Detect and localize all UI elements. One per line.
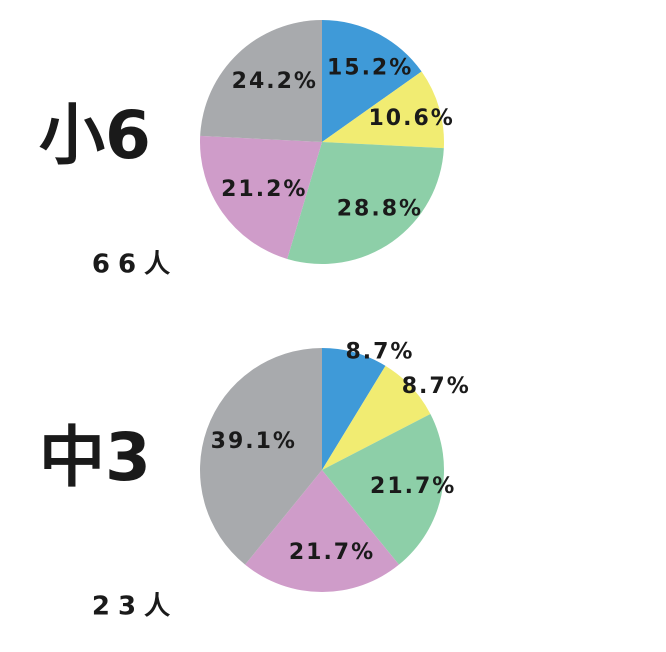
slice-label: 24.2% xyxy=(232,69,318,94)
slice-label: 39.1% xyxy=(211,429,297,454)
pie-slice xyxy=(200,20,322,142)
pie-slice xyxy=(199,135,322,259)
pie-slice xyxy=(322,71,444,149)
chart-subtitle: 66人 xyxy=(92,250,178,280)
pie-slice xyxy=(287,142,444,264)
pie-slice xyxy=(322,20,422,142)
chart-title: 小6 xyxy=(39,97,151,174)
chart-title: 中3 xyxy=(39,419,151,496)
slice-label: 21.7% xyxy=(370,474,456,499)
pie-slice xyxy=(322,414,444,565)
slice-label: 8.7% xyxy=(345,340,414,365)
chart-subtitle: 23人 xyxy=(92,592,178,622)
slice-label: 28.8% xyxy=(337,197,423,222)
slice-label: 10.6% xyxy=(369,106,455,131)
pie-slice xyxy=(245,470,399,593)
slice-label: 8.7% xyxy=(402,374,471,399)
slice-label: 21.2% xyxy=(221,177,307,202)
slice-label: 21.7% xyxy=(289,540,375,565)
pie-slice xyxy=(199,348,322,565)
slice-label: 15.2% xyxy=(327,55,413,80)
pie-slice xyxy=(322,348,386,470)
pie-slice xyxy=(322,365,431,470)
